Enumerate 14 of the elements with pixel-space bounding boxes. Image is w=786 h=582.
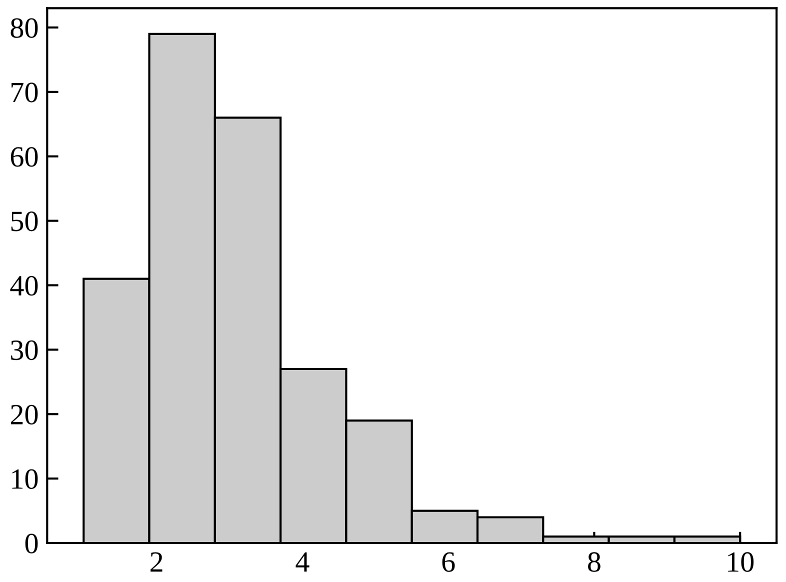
x-tick-label: 10 xyxy=(728,552,754,572)
y-tick-label: 0 xyxy=(25,534,38,554)
y-tick-label: 10 xyxy=(12,469,38,489)
y-tick-label: 50 xyxy=(11,212,38,232)
y-tick-label: 30 xyxy=(11,340,38,360)
y-tick-label: 80 xyxy=(10,18,38,38)
y-tick-label: 60 xyxy=(10,147,38,167)
y-tick-label: 20 xyxy=(10,404,38,425)
y-tick-label: 70 xyxy=(12,82,38,102)
y-tick-label: 40 xyxy=(10,276,38,296)
x-tick-label: 8 xyxy=(588,552,600,572)
x-tick-label: 4 xyxy=(296,552,310,572)
x-tick-label: 6 xyxy=(442,552,455,572)
x-tick-label: 2 xyxy=(150,552,162,572)
